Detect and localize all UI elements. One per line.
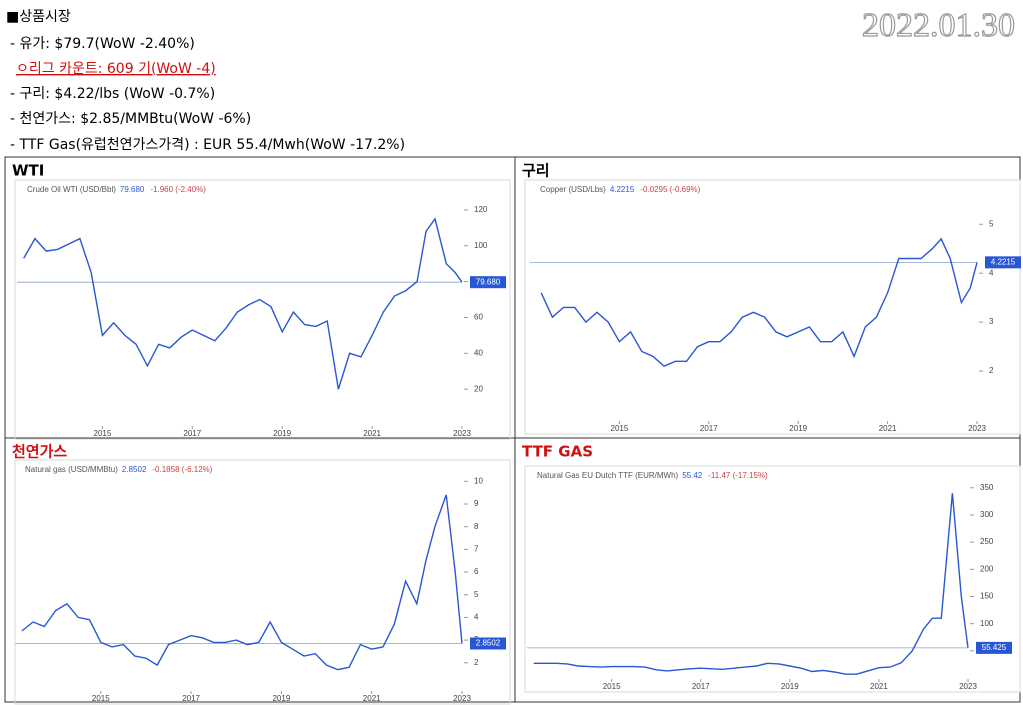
y-tick-label: 60 [474, 313, 483, 322]
y-tick-label: 2 [474, 658, 479, 667]
last-value-box [470, 276, 506, 289]
y-tick-label: 120 [474, 205, 488, 214]
y-tick-label: 4 [474, 613, 479, 622]
price-label: 4.2215 [610, 185, 635, 194]
x-tick-label: 2019 [781, 682, 799, 691]
last-value-label: 2.8502 [476, 639, 501, 648]
x-tick-label: 2017 [183, 429, 201, 438]
y-tick-label: 200 [980, 564, 994, 573]
change-label: -1.960 (-2.40%) [150, 185, 206, 194]
plot-frame [14, 459, 511, 705]
y-tick-label: 3 [989, 317, 994, 326]
x-tick-label: 2017 [182, 694, 200, 703]
x-tick-label: 2021 [363, 429, 381, 438]
price-line [540, 237, 978, 368]
chart-subtitle: Copper (USD/Lbs) [540, 185, 606, 194]
y-tick-label: 2 [989, 366, 994, 375]
y-tick-label: 9 [474, 499, 479, 508]
y-tick-label: 350 [980, 483, 994, 492]
y-tick-label: 300 [980, 510, 994, 519]
y-tick-label: 6 [474, 567, 479, 576]
y-tick-label: 5 [474, 590, 479, 599]
grid-frame [4, 156, 1021, 703]
change-label: -0.0295 (-0.69%) [640, 185, 700, 194]
y-tick-label: 8 [474, 522, 479, 531]
x-tick-label: 2023 [959, 682, 977, 691]
panel-title: 천연가스 [12, 443, 67, 461]
y-tick-label: 150 [980, 592, 994, 601]
chart-subtitle: Crude Oil WTI (USD/Bbl) [27, 185, 116, 194]
last-value-label: 79.680 [476, 277, 501, 286]
x-tick-label: 2015 [603, 682, 621, 691]
x-tick-label: 2023 [453, 694, 471, 703]
price-label: 79.680 [120, 185, 145, 194]
plot-frame [524, 465, 1021, 693]
price-line [533, 493, 969, 675]
y-tick-label: 5 [989, 219, 994, 228]
bullet: - 구리: $4.22/lbs (WoW -0.7%) [10, 86, 215, 102]
price-label: 2.8502 [122, 465, 147, 474]
bullet: - 유가: $79.7(WoW -2.40%) [10, 36, 195, 52]
price-label: 55.42 [682, 471, 703, 480]
y-tick-label: 250 [980, 537, 994, 546]
x-tick-label: 2023 [968, 424, 986, 433]
x-tick-label: 2019 [273, 429, 291, 438]
last-value-label: 55.425 [982, 643, 1007, 652]
bullet: - TTF Gas(유럽천연가스가격) : EUR 55.4/Mwh(WoW -… [10, 137, 405, 153]
date-stamp: 2022.01.30 [862, 7, 1015, 44]
panel-title: WTI [12, 162, 44, 180]
x-tick-label: 2017 [692, 682, 710, 691]
x-tick-label: 2015 [611, 424, 629, 433]
change-label: -11.47 (-17.15%) [708, 471, 768, 480]
y-tick-label: 100 [980, 619, 994, 628]
x-tick-label: 2021 [870, 682, 888, 691]
x-tick-label: 2019 [272, 694, 290, 703]
x-tick-label: 2021 [363, 694, 381, 703]
x-tick-label: 2017 [700, 424, 718, 433]
x-tick-label: 2021 [879, 424, 897, 433]
bullet-highlight: ㅇ리그 카운트: 609 기(WoW -4) [16, 61, 216, 77]
y-tick-label: 10 [474, 476, 483, 485]
y-tick-label: 7 [474, 544, 479, 553]
last-value-box [976, 641, 1012, 654]
x-tick-label: 2023 [453, 429, 471, 438]
x-tick-label: 2019 [789, 424, 807, 433]
plot-frame [524, 179, 1021, 435]
bullet: - 천연가스: $2.85/MMBtu(WoW -6%) [10, 111, 251, 127]
panel-title: TTF GAS [522, 443, 593, 461]
section-title: ■상품시장 [6, 9, 71, 25]
price-line [23, 217, 463, 390]
last-value-box [470, 637, 506, 650]
y-tick-label: 4 [989, 268, 994, 277]
x-tick-label: 2015 [94, 429, 112, 438]
price-line [21, 494, 463, 671]
chart-subtitle: Natural Gas EU Dutch TTF (EUR/MWh) [537, 471, 679, 480]
y-tick-label: 40 [474, 348, 483, 357]
chart-subtitle: Natural gas (USD/MMBtu) [25, 465, 118, 474]
y-tick-label: 100 [474, 241, 488, 250]
change-label: -0.1858 (-6.12%) [152, 465, 212, 474]
x-tick-label: 2015 [92, 694, 110, 703]
last-value-label: 4.2215 [991, 257, 1016, 266]
y-tick-label: 20 [474, 384, 483, 393]
last-value-box [985, 256, 1021, 269]
plot-frame [14, 179, 511, 440]
panel-title: 구리 [522, 162, 550, 180]
